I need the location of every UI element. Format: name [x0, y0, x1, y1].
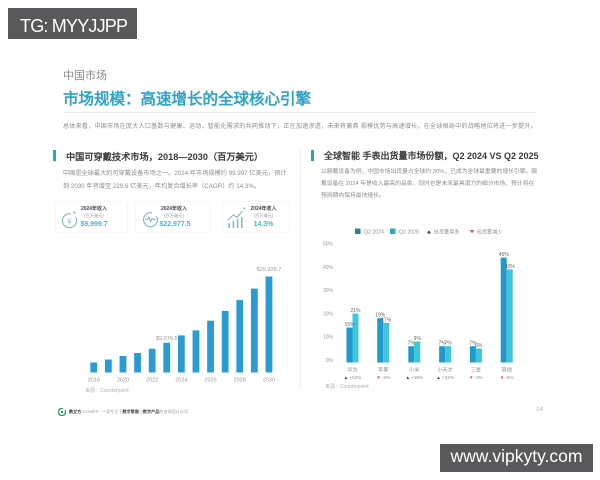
svg-text:17%: 17% [381, 317, 392, 323]
svg-text:出货量减少: 出货量减少 [477, 228, 503, 236]
svg-text:▲ +38%: ▲ +38% [405, 375, 423, 380]
svg-text:7%: 7% [469, 341, 477, 347]
svg-text:2020: 2020 [117, 378, 129, 384]
svg-text:7%: 7% [408, 341, 416, 347]
svg-text:Q2 2025: Q2 2025 [399, 230, 419, 236]
svg-text:▲ +22%: ▲ +22% [436, 375, 454, 380]
svg-text:¥: ¥ [67, 217, 72, 226]
svg-text:45%: 45% [499, 252, 510, 258]
svg-text:30%: 30% [323, 288, 334, 294]
svg-text:▲ +52%: ▲ +52% [344, 375, 362, 380]
svg-text:$9,076.5: $9,076.5 [156, 336, 178, 342]
svg-text:小米: 小米 [409, 366, 420, 374]
svg-text:40%: 40% [323, 265, 334, 271]
svg-text:三星: 三星 [471, 367, 481, 374]
svg-text:华为: 华为 [347, 366, 357, 374]
svg-text:19%: 19% [375, 313, 386, 319]
svg-text:$29,928.7: $29,928.7 [257, 267, 282, 273]
svg-text:15%: 15% [344, 322, 355, 328]
svg-text:来源：Counterpoint: 来源：Counterpoint [325, 383, 369, 390]
svg-text:2018: 2018 [88, 378, 100, 384]
svg-text:50%: 50% [323, 242, 334, 248]
svg-text:出货量增多: 出货量增多 [434, 228, 460, 236]
svg-text:其他: 其他 [502, 366, 512, 374]
svg-text:40%: 40% [505, 264, 516, 270]
svg-text:▼ -3%: ▼ -3% [376, 375, 390, 380]
svg-text:2026: 2026 [204, 378, 216, 384]
svg-text:2028: 2028 [234, 378, 246, 384]
svg-text:10%: 10% [323, 335, 334, 341]
svg-text:来源：Counterpoint: 来源：Counterpoint [85, 387, 129, 394]
svg-text:9%: 9% [414, 336, 422, 342]
svg-text:Q2 2024: Q2 2024 [364, 230, 384, 236]
svg-text:6%: 6% [475, 343, 483, 349]
svg-text:▼ -8%: ▼ -8% [500, 375, 514, 380]
svg-text:2030: 2030 [263, 378, 275, 384]
svg-text:2024: 2024 [175, 378, 187, 384]
svg-text:21%: 21% [350, 308, 361, 314]
svg-text:苹果: 苹果 [378, 366, 388, 374]
svg-text:20%: 20% [323, 311, 334, 317]
svg-text:7%: 7% [444, 341, 452, 347]
svg-text:7%: 7% [438, 341, 446, 347]
svg-text:▼ -3%: ▼ -3% [469, 375, 483, 380]
svg-text:小天才: 小天才 [437, 366, 453, 374]
svg-text:0%: 0% [326, 358, 334, 364]
svg-text:2022: 2022 [146, 378, 158, 384]
